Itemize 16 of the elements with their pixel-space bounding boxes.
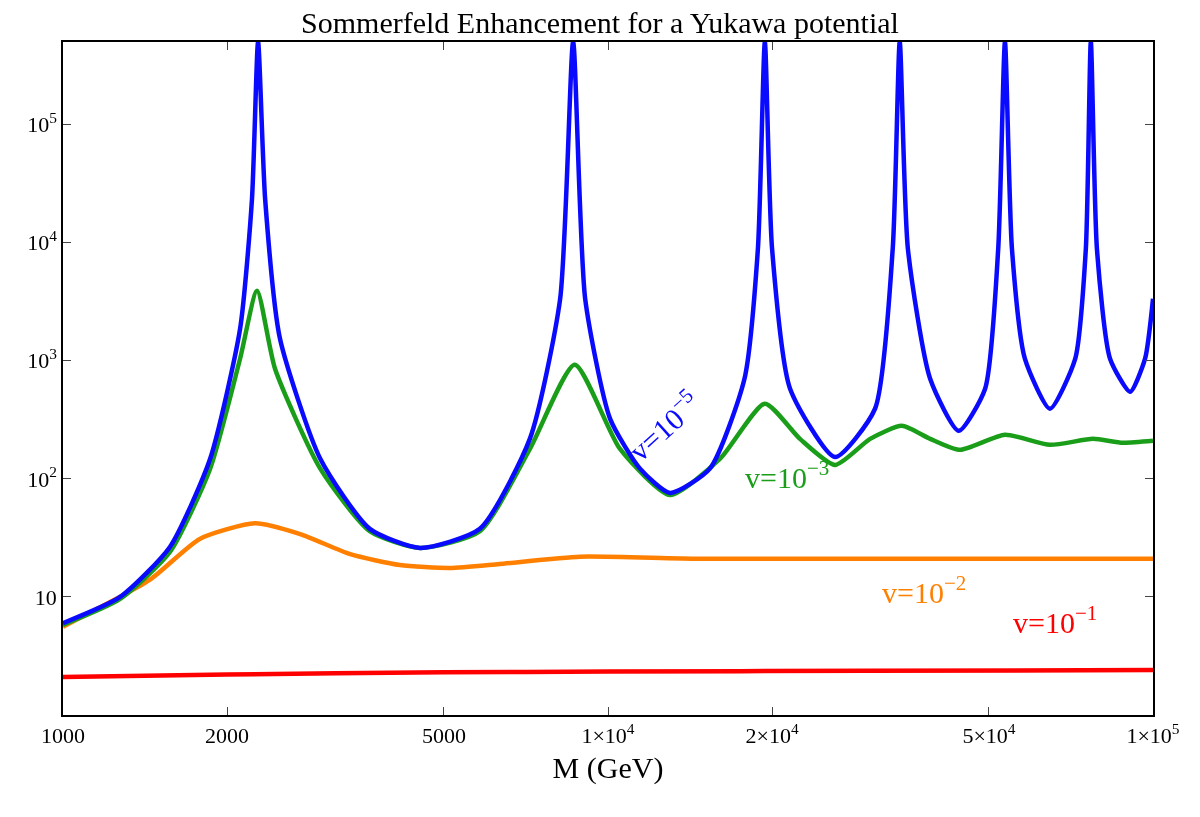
x-tick-label: 1×10$^{4}$ [581,719,635,749]
y-tick-label: 10 [34,584,57,610]
y-tick-label: 10$^{5}$ [27,109,58,138]
x-tick-label: 5×10$^{4}$ [962,719,1016,749]
x-axis-title: M (GeV) [552,751,664,786]
x-tick-label: 1×10$^{5}$ [1126,719,1180,749]
x-tick-label: 2×10$^{4}$ [745,719,799,749]
series-label: v=10$^{−2}$ [882,571,967,609]
x-tick-label: 2000 [205,723,250,749]
y-tick-label: 10$^{3}$ [27,345,58,374]
series-label: v=10$^{−1}$ [1013,601,1098,639]
x-tick-label: 5000 [421,723,466,749]
chart-title: Sommerfeld Enhancement for a Yukawa potential [301,6,899,40]
x-tick-label: 1000 [41,723,85,749]
y-tick-label: 10$^{2}$ [27,463,57,492]
y-tick-label: 10$^{4}$ [27,227,58,256]
